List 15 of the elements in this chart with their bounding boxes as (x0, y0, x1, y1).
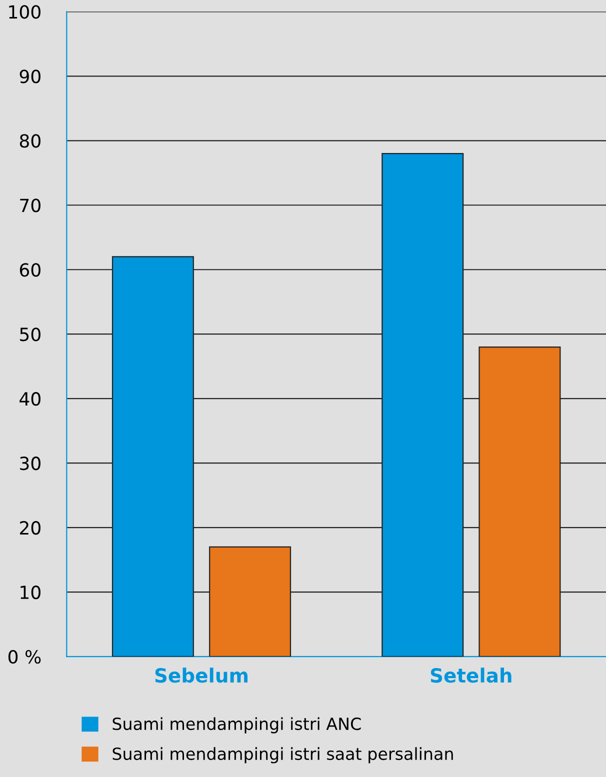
x-tick-label: Setelah (430, 668, 512, 683)
legend-label: Suami mendampingi istri ANC (112, 717, 361, 734)
y-tick-label: 80 (20, 134, 40, 148)
y-tick-label: 100 (9, 5, 40, 19)
y-tick-label: 60 (20, 263, 40, 277)
y-tick-label: 0 % (8, 650, 41, 664)
y-tick-label: 90 (20, 70, 40, 84)
y-tick-label: 40 (20, 392, 40, 406)
y-tick-label: 70 (20, 198, 40, 212)
y-tick-label: 10 (20, 586, 40, 600)
legend-label: Suami mendampingi istri saat persalinan (112, 747, 453, 764)
y-tick-label: 30 (20, 456, 40, 470)
y-tick-label: 50 (20, 328, 40, 342)
x-tick-label: Sebelum (155, 668, 248, 683)
y-tick-label: 20 (20, 521, 40, 535)
